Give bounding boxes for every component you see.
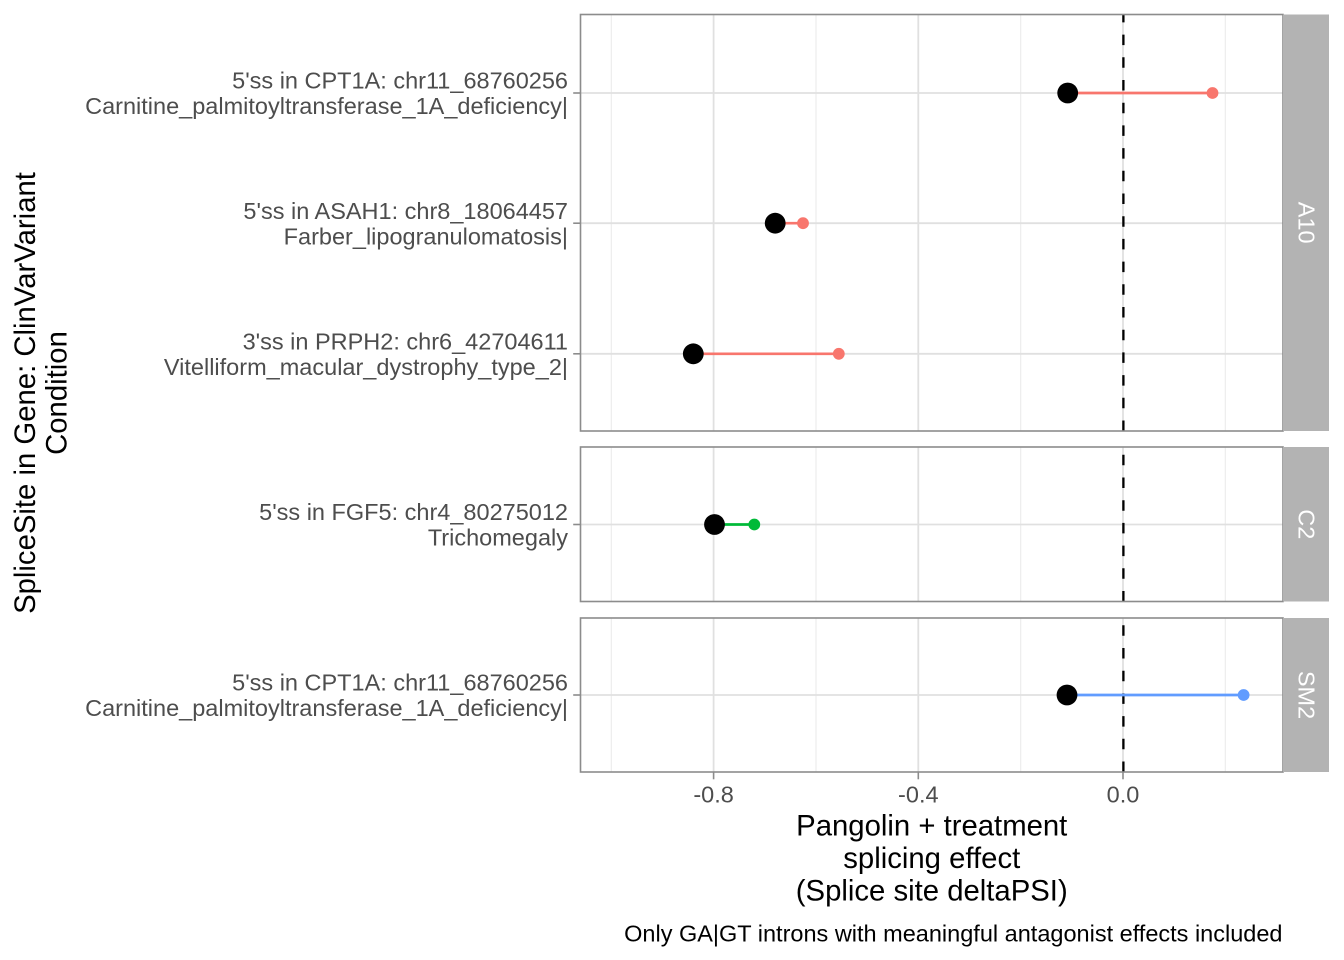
svg-text:0.0: 0.0	[1107, 781, 1140, 807]
svg-text:Pangolin + treatment: Pangolin + treatment	[796, 810, 1067, 843]
svg-text:SpliceSite in Gene: ClinVarVar: SpliceSite in Gene: ClinVarVariant	[9, 172, 42, 614]
svg-text:5'ss in ASAH1: chr8_18064457: 5'ss in ASAH1: chr8_18064457	[243, 198, 568, 224]
svg-text:-0.4: -0.4	[898, 781, 939, 807]
svg-text:SM2: SM2	[1294, 671, 1320, 719]
svg-text:3'ss in PRPH2: chr6_42704611: 3'ss in PRPH2: chr6_42704611	[243, 329, 568, 355]
svg-text:Carnitine_palmitoyltransferase: Carnitine_palmitoyltransferase_1A_defici…	[85, 695, 568, 721]
svg-text:Vitelliform_macular_dystrophy_: Vitelliform_macular_dystrophy_type_2|	[164, 354, 568, 380]
svg-text:splicing effect: splicing effect	[843, 842, 1020, 875]
svg-text:C2: C2	[1294, 509, 1320, 539]
svg-text:5'ss in CPT1A: chr11_68760256: 5'ss in CPT1A: chr11_68760256	[232, 68, 568, 94]
svg-text:Carnitine_palmitoyltransferase: Carnitine_palmitoyltransferase_1A_defici…	[85, 93, 568, 119]
svg-text:A10: A10	[1294, 202, 1320, 244]
svg-text:Only GA|GT introns with meanin: Only GA|GT introns with meaningful antag…	[624, 920, 1282, 946]
svg-text:5'ss in CPT1A: chr11_68760256: 5'ss in CPT1A: chr11_68760256	[232, 670, 568, 696]
svg-text:(Splice site deltaPSI): (Splice site deltaPSI)	[796, 875, 1068, 908]
svg-text:Farber_lipogranulomatosis|: Farber_lipogranulomatosis|	[284, 223, 568, 249]
svg-text:Condition: Condition	[41, 331, 74, 455]
svg-text:-0.8: -0.8	[693, 781, 734, 807]
svg-text:5'ss in FGF5: chr4_80275012: 5'ss in FGF5: chr4_80275012	[259, 499, 568, 525]
svg-text:Trichomegaly: Trichomegaly	[428, 525, 568, 551]
